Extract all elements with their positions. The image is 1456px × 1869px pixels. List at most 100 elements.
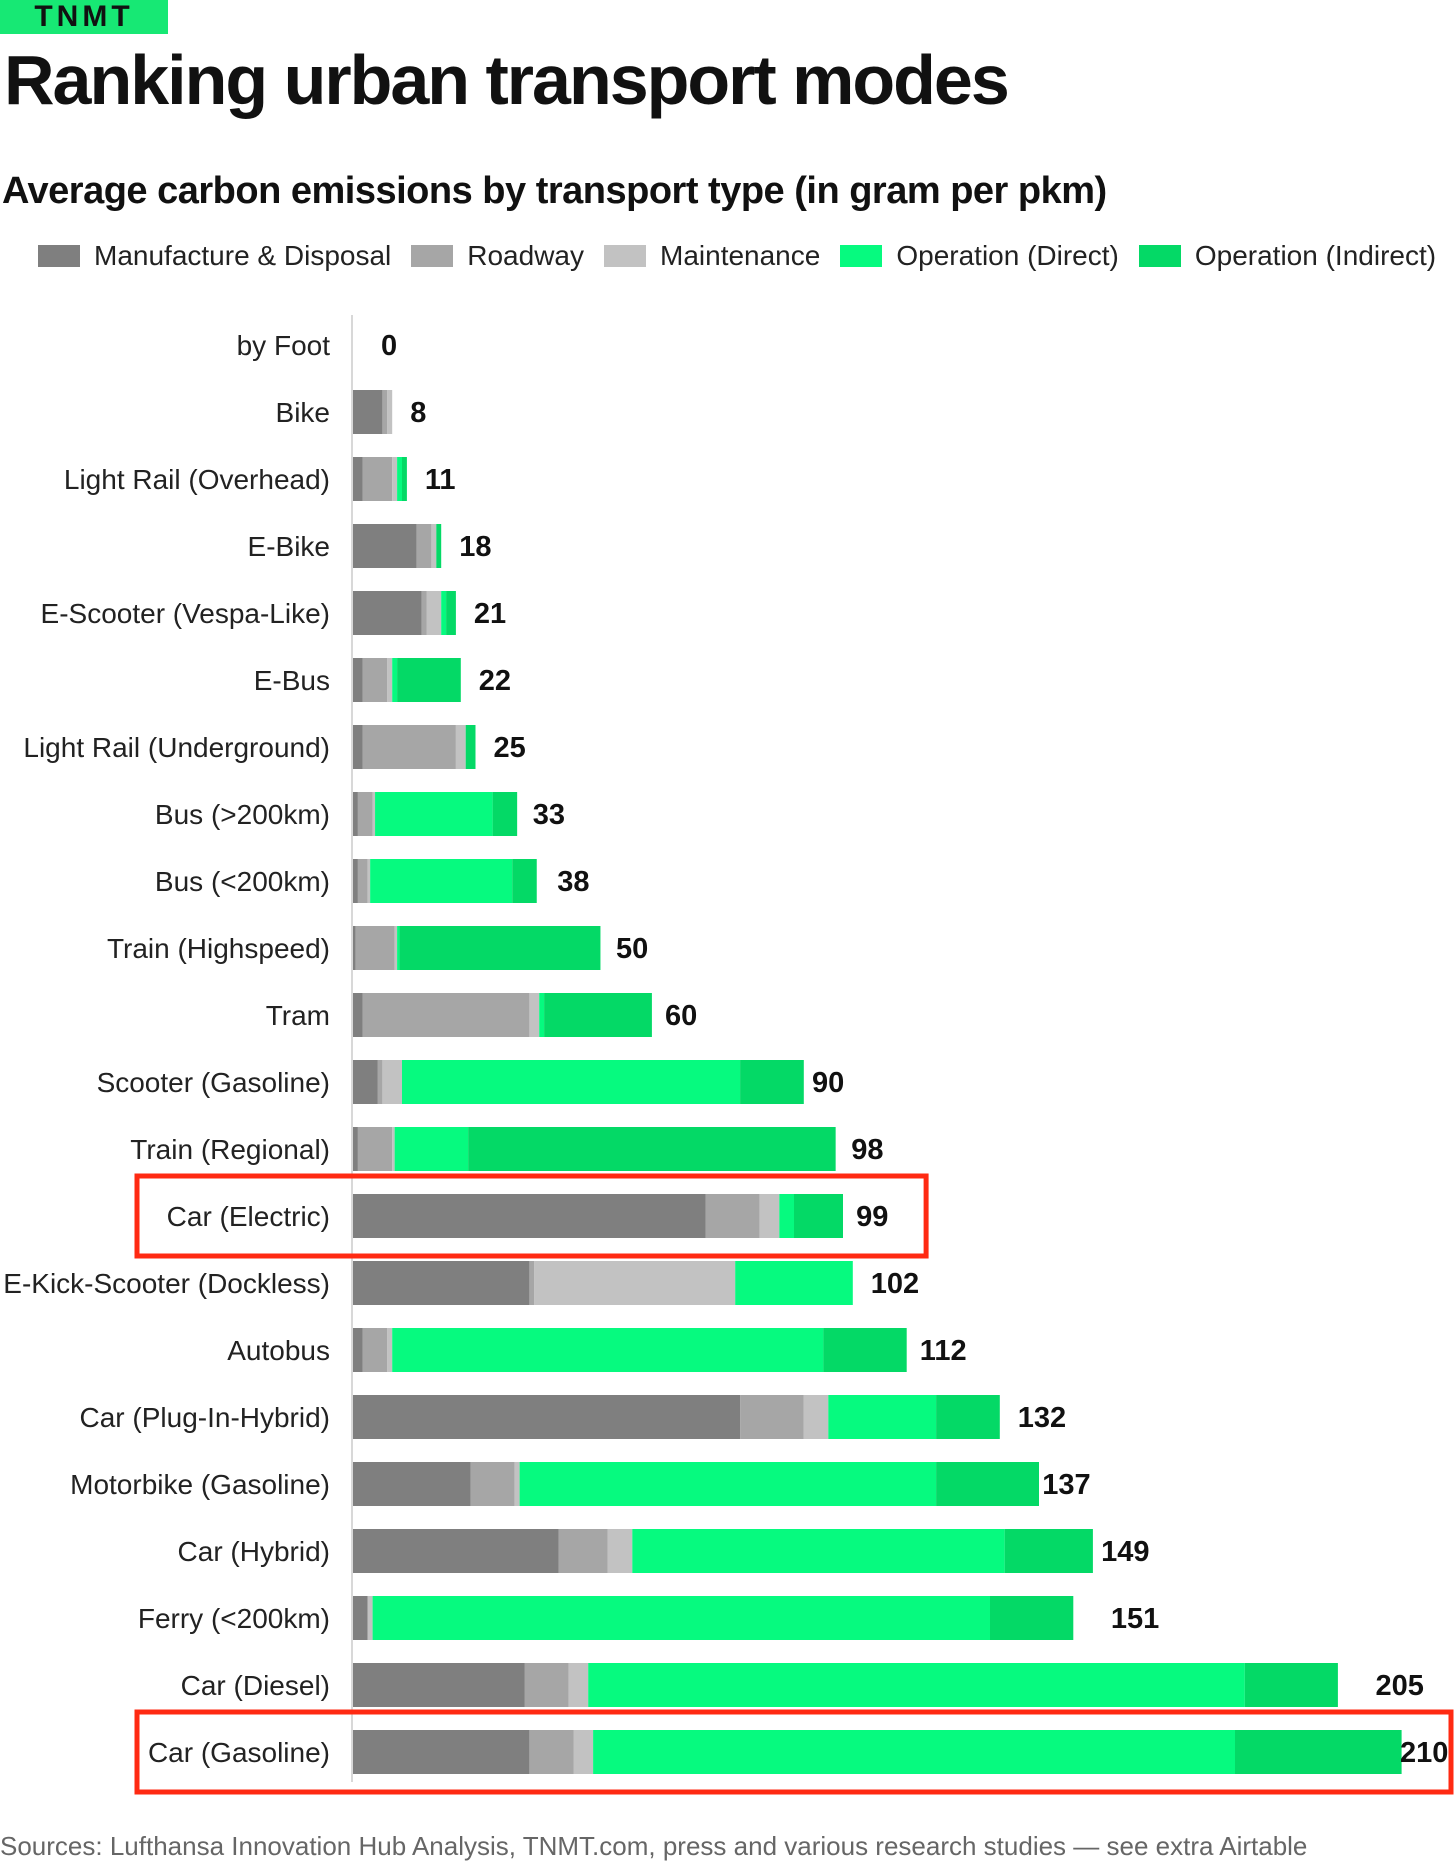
bar-segment <box>539 993 545 1037</box>
bar-segment <box>529 1730 574 1774</box>
category-label: Car (Diesel) <box>181 1670 330 1701</box>
bar-segment <box>794 1194 843 1238</box>
category-label: Car (Electric) <box>167 1201 330 1232</box>
bar-segment <box>392 1127 395 1171</box>
bar-segment <box>362 658 388 702</box>
category-label: Scooter (Gasoline) <box>97 1067 330 1098</box>
brand-logo: TNMT <box>0 0 168 34</box>
bar-segment <box>353 1462 471 1506</box>
value-label: 11 <box>425 464 456 496</box>
value-label: 90 <box>812 1067 844 1099</box>
highlight-box <box>134 1173 929 1259</box>
value-label: 60 <box>665 1000 697 1032</box>
bar-segment <box>399 926 601 970</box>
value-label: 149 <box>1101 1536 1149 1568</box>
bar-segment <box>357 1127 393 1171</box>
value-label: 112 <box>920 1335 967 1367</box>
bar-segment <box>632 1529 1005 1573</box>
bar-segment <box>394 1127 469 1171</box>
legend-label: Operation (Direct) <box>896 240 1119 271</box>
bar-segment <box>512 859 537 903</box>
value-label: 50 <box>616 933 648 965</box>
stacked-bar-chart: by Foot 0 Bike 8 Light Rail (Overhead) 11 E-Bi… <box>3 315 1454 1795</box>
category-label: Light Rail (Overhead) <box>64 464 330 495</box>
legend-label: Manufacture & Disposal <box>94 240 392 271</box>
legend-item-manufacture: Manufacture & Disposal <box>38 240 391 272</box>
legend-label: Operation (Indirect) <box>1194 240 1437 271</box>
bar-segment <box>353 1328 363 1372</box>
legend-swatch <box>840 245 883 267</box>
category-label: Bus (<200km) <box>155 866 330 897</box>
sources-footer: Sources: Lufthansa Innovation Hub Analys… <box>0 1831 1308 1861</box>
bar-segment <box>382 1060 402 1104</box>
bar-segment <box>735 1261 853 1305</box>
legend-swatch <box>38 245 80 267</box>
bar-segment <box>394 926 398 970</box>
bar-segment <box>367 1596 373 1640</box>
bar-segment <box>514 1462 520 1506</box>
bar-segment <box>353 1395 741 1439</box>
headline: Ranking urban transport modes <box>4 41 1010 119</box>
value-label: 21 <box>474 598 506 630</box>
bar-segment <box>426 591 442 635</box>
bar-segment <box>529 1261 535 1305</box>
bar-segment <box>353 1127 358 1171</box>
bar-segment <box>387 658 393 702</box>
bar-segment <box>519 1462 937 1506</box>
bar-segment <box>1244 1663 1338 1707</box>
bar-segment <box>353 591 422 635</box>
category-label: Train (Highspeed) <box>107 933 330 964</box>
bar-segment <box>402 1060 741 1104</box>
bar-segment <box>387 390 393 434</box>
bar-segment <box>544 993 652 1037</box>
category-label: Motorbike (Gasoline) <box>70 1469 330 1500</box>
bar-segment <box>705 1194 760 1238</box>
category-label: Light Rail (Underground) <box>23 732 330 763</box>
legend-label: Roadway <box>467 240 584 271</box>
bar-segment <box>353 390 383 434</box>
bar-segment <box>353 524 417 568</box>
bar-segment <box>455 725 466 769</box>
bar-segment <box>529 993 540 1037</box>
legend-swatch <box>411 245 454 267</box>
category-label: by Foot <box>237 330 331 361</box>
value-label: 205 <box>1376 1670 1424 1702</box>
bar-segment <box>441 591 447 635</box>
value-label: 137 <box>1042 1469 1090 1501</box>
bar-segment <box>392 457 398 501</box>
highlight-box <box>134 1709 1454 1795</box>
bar-segment <box>402 457 407 501</box>
value-label: 25 <box>494 732 526 764</box>
bar-segment <box>492 792 518 836</box>
bar-segment <box>353 1529 559 1573</box>
bar-segment <box>823 1328 907 1372</box>
bar-segment <box>392 1328 824 1372</box>
category-label: Ferry (<200km) <box>138 1603 330 1634</box>
category-label: Bike <box>276 397 330 428</box>
bar-segment <box>740 1395 804 1439</box>
bar-segment <box>382 390 388 434</box>
bar-segment <box>397 658 461 702</box>
bar-segment <box>367 859 371 903</box>
category-label: Autobus <box>227 1335 330 1366</box>
legend-item-roadway: Roadway <box>411 240 584 272</box>
value-label: 8 <box>410 397 426 429</box>
legend-item-operation-indirect: Operation (Indirect) <box>1138 240 1437 272</box>
bar-segment <box>353 792 358 836</box>
bar-segment <box>392 658 398 702</box>
bar-segment <box>362 457 393 501</box>
value-label: 18 <box>459 531 491 563</box>
value-label: 38 <box>557 866 589 898</box>
bar-segment <box>397 926 400 970</box>
bar-segment <box>936 1395 1000 1439</box>
bar-segment <box>431 524 437 568</box>
bar-segment <box>353 993 363 1037</box>
bar-segment <box>759 1194 780 1238</box>
bar-segment <box>353 1194 706 1238</box>
legend-swatch <box>1138 245 1181 267</box>
category-label: Tram <box>266 1000 330 1031</box>
bar-segment <box>362 993 530 1037</box>
bar-segment <box>1235 1730 1402 1774</box>
value-label: 33 <box>533 799 565 831</box>
bar-segment <box>355 926 395 970</box>
